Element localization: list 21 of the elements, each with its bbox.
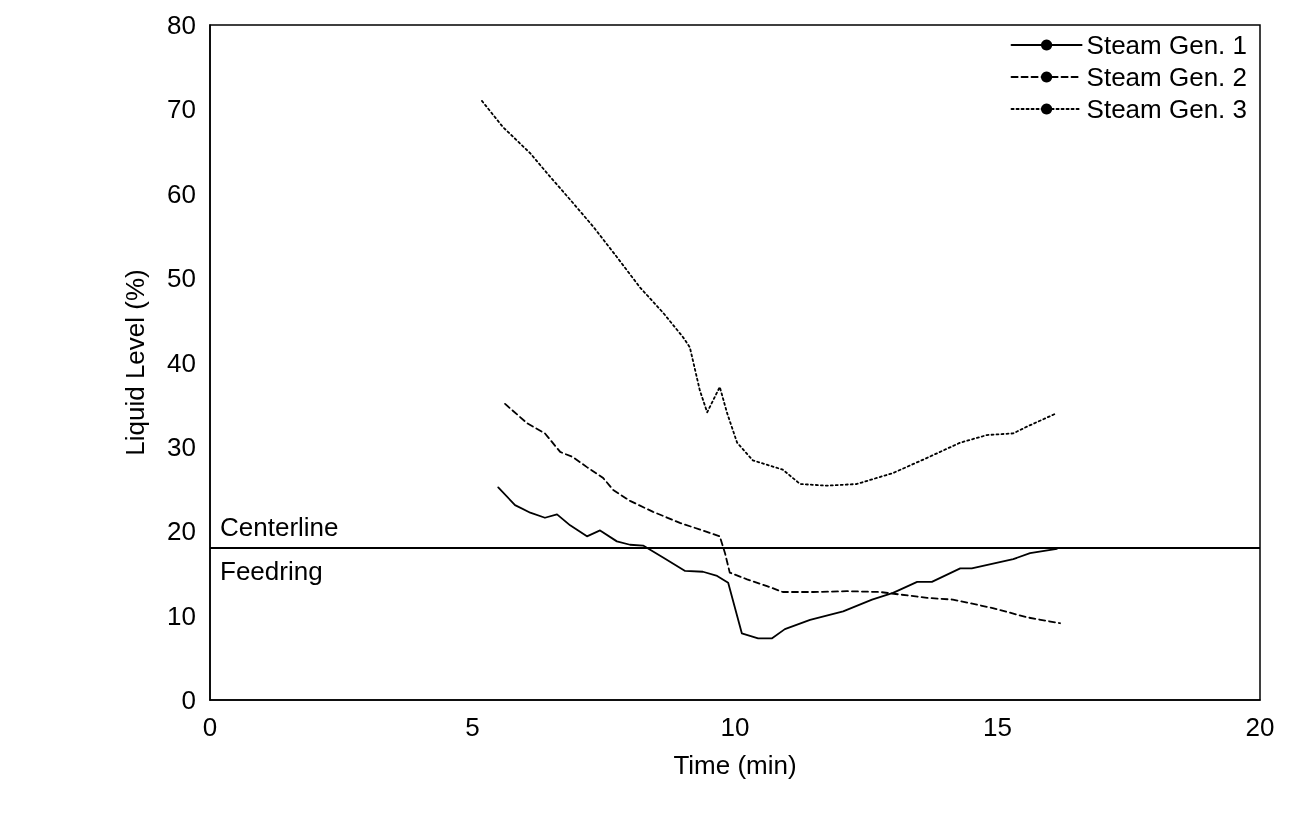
legend-label: Steam Gen. 3 <box>1086 94 1247 124</box>
legend-label: Steam Gen. 1 <box>1086 30 1247 60</box>
y-tick-label: 60 <box>167 178 196 209</box>
y-tick-label: 10 <box>167 600 196 631</box>
x-tick-label: 5 <box>465 712 480 742</box>
x-tick-label: 0 <box>202 712 218 742</box>
ref-line-label: Centerline <box>220 512 339 543</box>
y-tick-label: 70 <box>167 94 196 125</box>
y-tick-label: 40 <box>167 347 196 378</box>
y-tick-label: 0 <box>181 685 196 715</box>
x-tick-label: 15 <box>983 712 1012 742</box>
y-tick-label: 30 <box>167 431 196 462</box>
annotation: Feedring <box>220 556 323 587</box>
x-axis-title: Time (min) <box>673 750 797 780</box>
y-tick-label: 50 <box>167 263 196 294</box>
x-tick-label: 10 <box>720 712 750 742</box>
legend-label: Steam Gen. 2 <box>1086 62 1247 92</box>
y-axis-title: Liquid Level (%) <box>120 269 150 456</box>
y-tick-label: 20 <box>167 516 196 547</box>
x-tick-label: 20 <box>1245 712 1275 742</box>
y-tick-label: 80 <box>167 10 196 40</box>
